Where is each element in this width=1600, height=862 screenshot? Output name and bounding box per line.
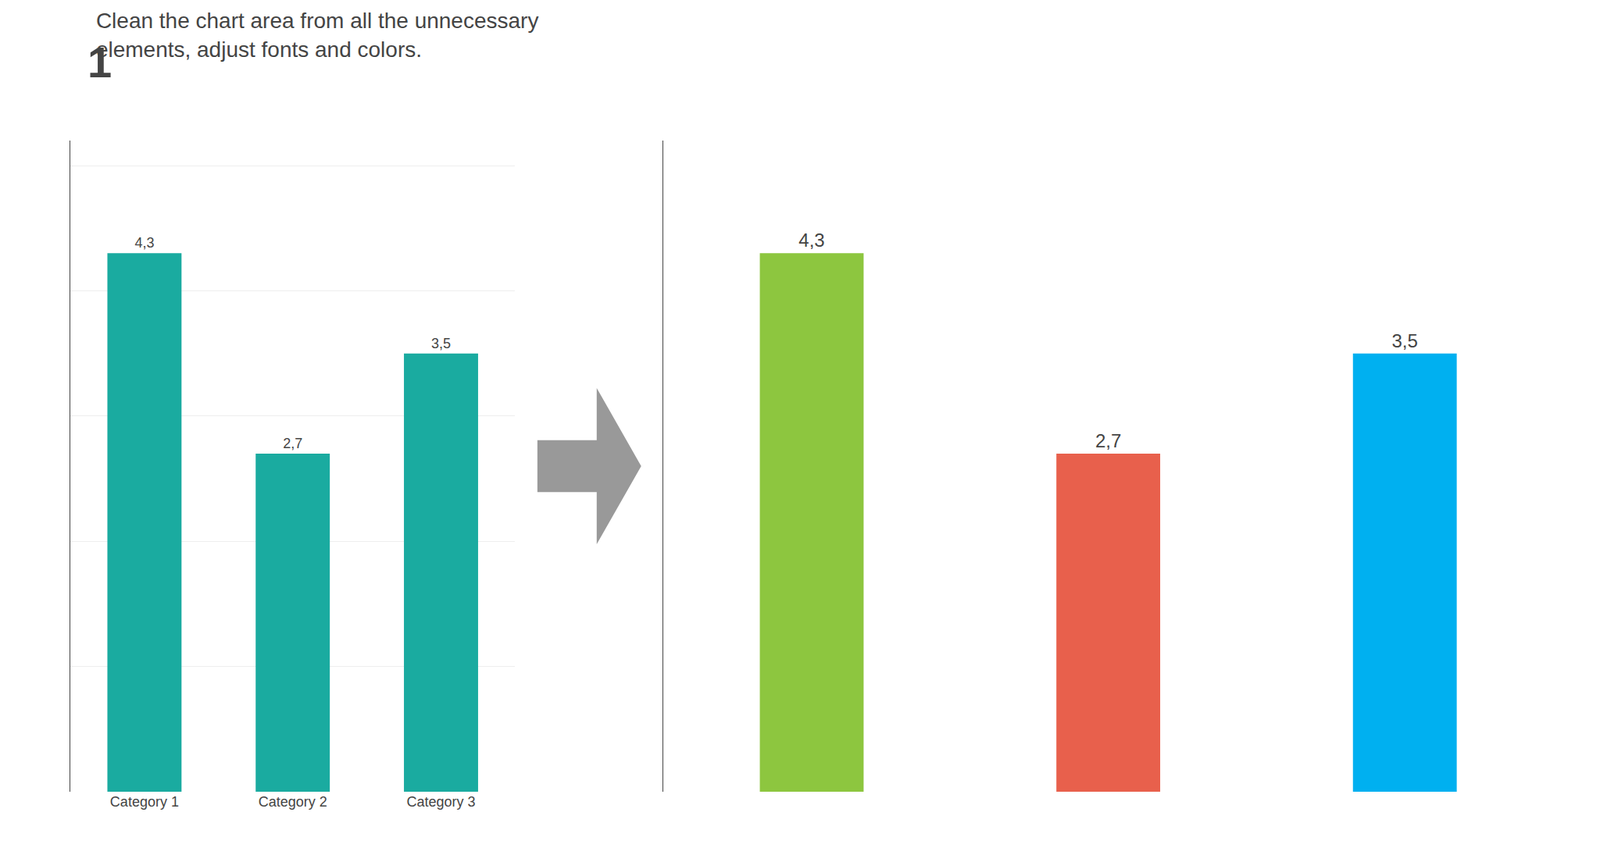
svg-text:3,5: 3,5 bbox=[431, 335, 451, 352]
svg-text:Category 1: Category 1 bbox=[110, 794, 179, 811]
svg-text:4,3: 4,3 bbox=[134, 235, 154, 251]
svg-text:3,5: 3,5 bbox=[1392, 330, 1418, 352]
svg-text:Clean the chart area from all: Clean the chart area from all the unnece… bbox=[96, 8, 540, 61]
svg-text:2,7: 2,7 bbox=[1095, 430, 1122, 452]
svg-text:4,3: 4,3 bbox=[798, 229, 825, 251]
svg-text:1: 1 bbox=[87, 37, 112, 87]
svg-text:2,7: 2,7 bbox=[282, 435, 303, 452]
svg-text:Category 3: Category 3 bbox=[406, 794, 475, 811]
svg-text:Category 2: Category 2 bbox=[258, 794, 328, 811]
